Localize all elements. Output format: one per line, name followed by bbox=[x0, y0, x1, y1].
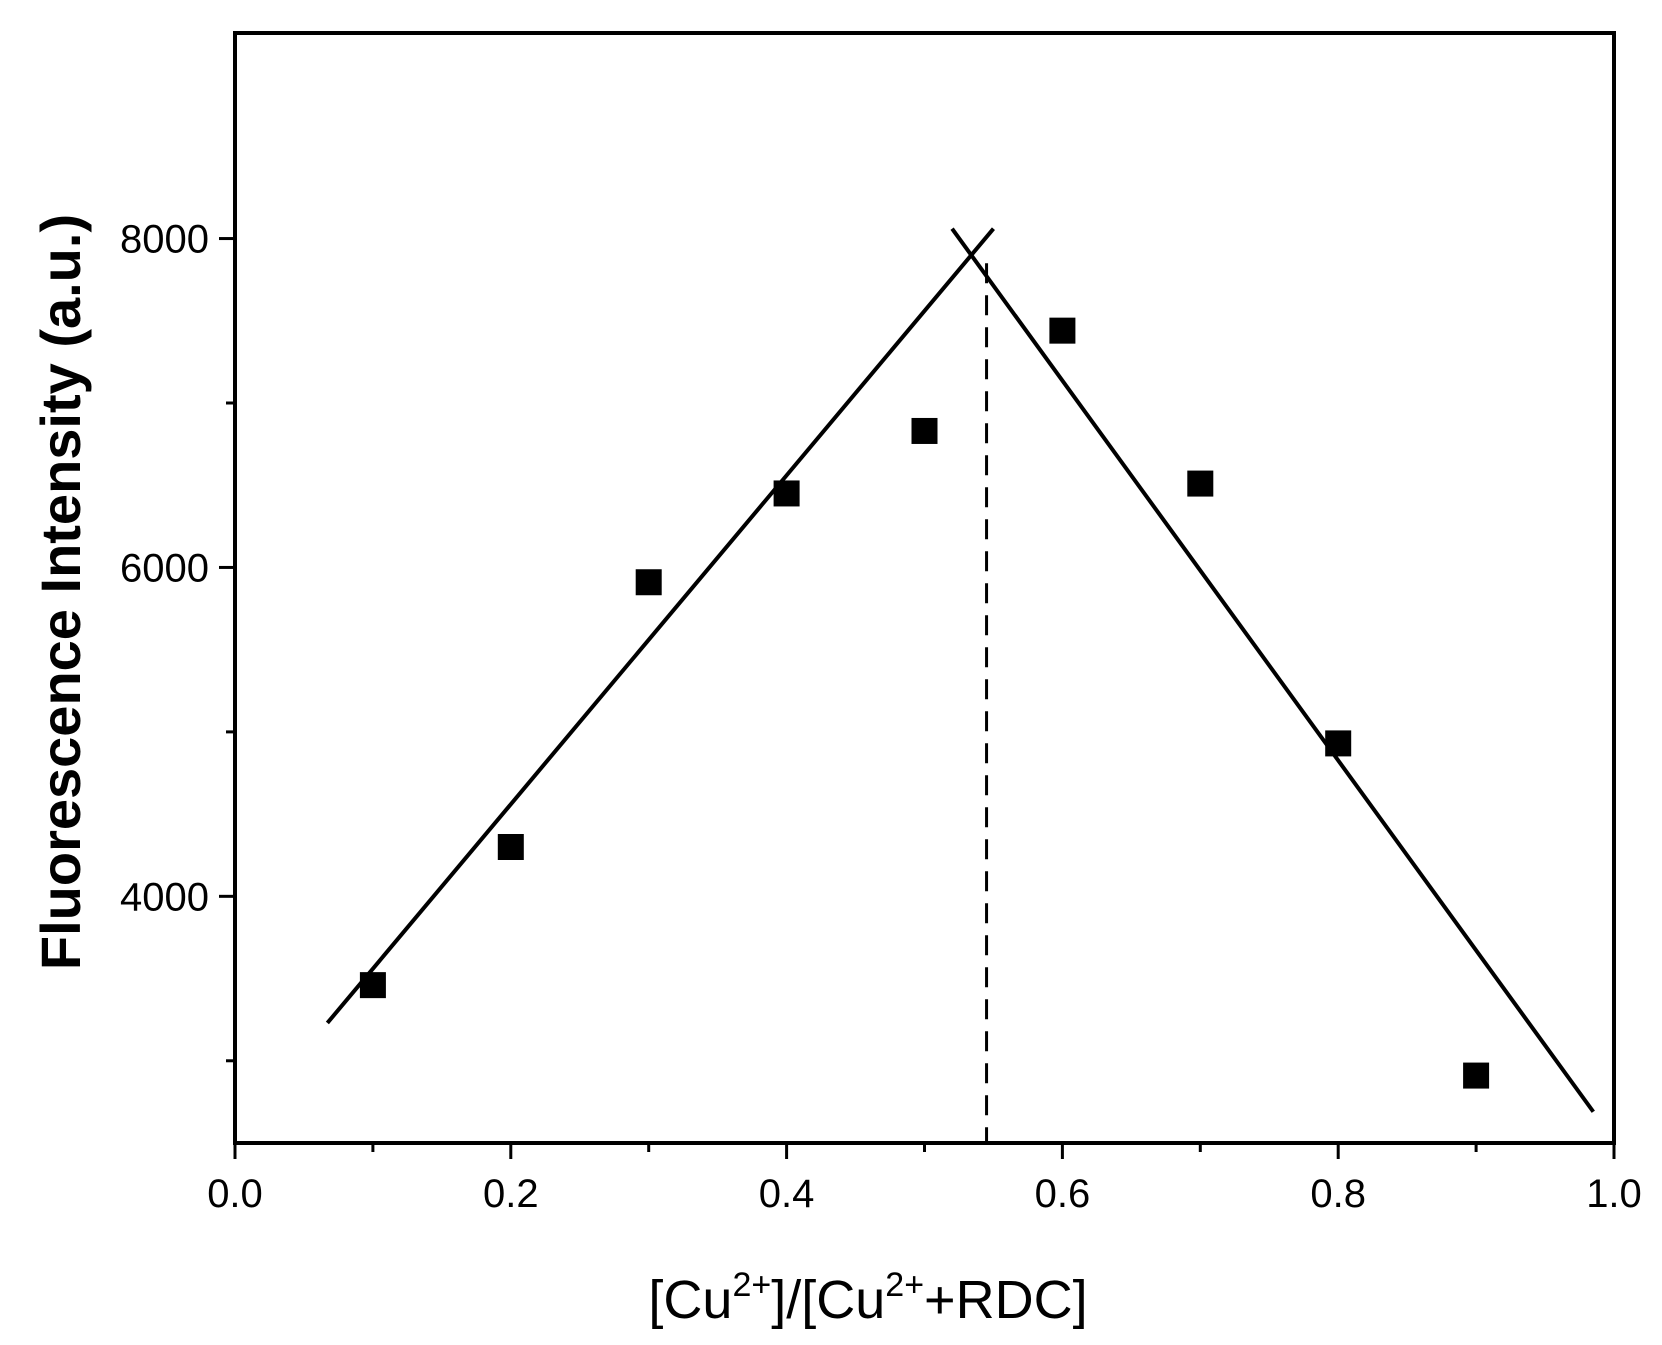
data-point bbox=[773, 480, 800, 507]
x-axis-ticks: 0.0 0.2 0.4 0.6 0.8 1.0 bbox=[207, 1143, 1642, 1216]
x-axis-label-superscript: 2+ bbox=[732, 1266, 771, 1304]
x-tick-label: 0.0 bbox=[207, 1172, 263, 1216]
x-axis-label: [Cu2+]/[Cu2++RDC] bbox=[648, 1266, 1087, 1330]
y-tick-label: 4000 bbox=[120, 875, 209, 919]
data-point bbox=[1049, 317, 1076, 344]
data-point bbox=[1325, 730, 1352, 757]
data-point bbox=[635, 569, 662, 596]
data-point bbox=[1463, 1062, 1490, 1089]
data-point bbox=[1187, 470, 1214, 497]
x-tick-label: 1.0 bbox=[1586, 1172, 1642, 1216]
x-axis-label-part: [Cu bbox=[648, 1270, 732, 1330]
y-axis-label: Fluorescence Intensity (a.u.) bbox=[29, 214, 92, 970]
data-point bbox=[359, 972, 386, 999]
x-tick-label: 0.4 bbox=[759, 1172, 815, 1216]
y-tick-label: 6000 bbox=[120, 546, 209, 590]
x-tick-label: 0.6 bbox=[1035, 1172, 1091, 1216]
fit-line bbox=[950, 227, 1595, 1113]
x-axis-label-part: ]/[Cu bbox=[771, 1270, 885, 1330]
x-axis-label-superscript: 2+ bbox=[885, 1266, 924, 1304]
data-point bbox=[497, 834, 524, 860]
data-points bbox=[359, 317, 1490, 1089]
plot-frame bbox=[233, 31, 1616, 1145]
x-tick-label: 0.2 bbox=[483, 1172, 539, 1216]
fit-lines bbox=[325, 227, 1595, 1113]
x-tick-label: 0.8 bbox=[1310, 1172, 1366, 1216]
fit-line bbox=[325, 227, 995, 1025]
y-tick-label: 8000 bbox=[120, 218, 209, 262]
y-axis-ticks: 4000 6000 8000 bbox=[120, 218, 235, 1063]
x-axis-label-part: +RDC] bbox=[924, 1270, 1088, 1330]
data-point bbox=[911, 417, 938, 444]
